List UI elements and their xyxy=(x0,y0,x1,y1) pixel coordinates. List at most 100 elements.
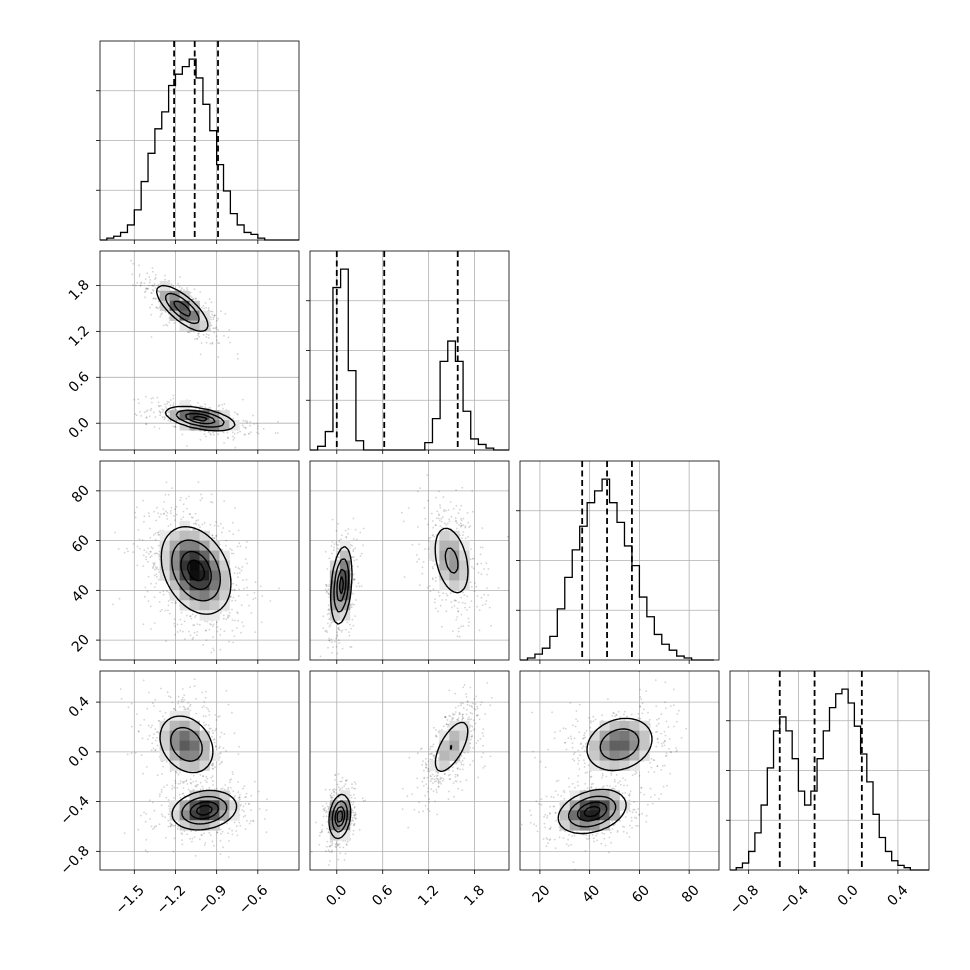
sample-point xyxy=(227,336,230,339)
sample-point xyxy=(182,700,184,703)
sample-point xyxy=(573,751,576,754)
sample-point xyxy=(183,795,186,797)
sample-point xyxy=(326,590,328,593)
sample-point xyxy=(230,778,233,781)
sample-point xyxy=(199,291,202,293)
sample-point xyxy=(327,808,330,811)
sample-point xyxy=(156,506,158,509)
sample-point xyxy=(231,599,234,602)
sample-point xyxy=(337,556,340,559)
sample-point xyxy=(462,517,465,520)
density-cell xyxy=(449,740,460,751)
density-cell xyxy=(189,810,200,821)
sample-point xyxy=(145,410,148,413)
sample-point xyxy=(150,582,153,585)
sample-point xyxy=(147,575,150,578)
sample-point xyxy=(435,735,438,738)
sample-point xyxy=(183,708,186,711)
sample-point xyxy=(219,840,222,842)
sample-point xyxy=(147,724,150,727)
sample-point xyxy=(330,849,333,852)
sample-point xyxy=(449,773,451,776)
sample-point xyxy=(218,747,221,750)
sample-point xyxy=(187,795,190,798)
sample-point xyxy=(416,752,419,755)
sample-point xyxy=(484,713,486,715)
sample-point xyxy=(334,845,337,848)
sample-point xyxy=(424,548,426,550)
sample-point xyxy=(461,759,464,762)
sample-point xyxy=(639,705,642,708)
sample-point xyxy=(476,714,478,717)
sample-point xyxy=(208,714,211,716)
sample-point xyxy=(442,725,445,728)
sample-point xyxy=(470,705,473,707)
sample-point xyxy=(147,547,150,550)
sample-point xyxy=(159,414,162,417)
sample-point xyxy=(153,825,156,828)
sample-point xyxy=(171,701,174,703)
sample-point xyxy=(253,780,256,783)
sample-point xyxy=(211,310,214,313)
sample-point xyxy=(349,623,351,626)
sample-point xyxy=(277,420,279,423)
sample-point xyxy=(227,703,230,706)
sample-point xyxy=(328,608,330,610)
sample-point xyxy=(165,514,168,517)
sample-point xyxy=(204,406,207,409)
sample-point xyxy=(432,790,435,793)
sample-point xyxy=(244,558,247,560)
sample-point xyxy=(462,591,464,594)
sample-point xyxy=(183,780,186,783)
sample-point xyxy=(471,557,474,560)
sample-point xyxy=(184,638,186,640)
sample-point xyxy=(458,713,461,716)
sample-point xyxy=(205,776,208,778)
sample-point xyxy=(475,742,478,744)
sample-point xyxy=(242,398,244,401)
sample-point xyxy=(432,754,435,756)
sample-point xyxy=(223,630,226,633)
sample-point xyxy=(442,496,445,499)
sample-point xyxy=(352,579,355,581)
sample-point xyxy=(127,550,129,553)
sample-point xyxy=(265,831,268,834)
sample-point xyxy=(418,801,420,804)
sample-point xyxy=(467,617,470,620)
sample-point xyxy=(248,822,251,825)
sample-point xyxy=(154,297,157,300)
density-cell xyxy=(189,560,200,571)
sample-point xyxy=(257,432,260,435)
sample-point xyxy=(474,582,476,584)
sample-point xyxy=(193,528,195,531)
sample-point xyxy=(186,833,189,835)
sample-point xyxy=(480,596,483,599)
sample-point xyxy=(195,523,198,526)
sample-point xyxy=(353,816,356,819)
sample-point xyxy=(212,767,215,770)
sample-point xyxy=(158,571,160,573)
sample-point xyxy=(225,750,227,752)
sample-point xyxy=(194,298,197,300)
sample-point xyxy=(477,714,479,716)
sample-point xyxy=(205,629,208,632)
sample-point xyxy=(192,636,195,639)
sample-point xyxy=(482,767,485,769)
sample-point xyxy=(418,584,421,587)
sample-point xyxy=(428,810,431,813)
sample-point xyxy=(353,806,356,809)
sample-point xyxy=(461,601,464,604)
sample-point xyxy=(158,823,161,826)
sample-point xyxy=(153,552,156,555)
sample-point xyxy=(474,722,477,725)
sample-point xyxy=(449,778,452,781)
sample-point xyxy=(656,718,658,721)
sample-point xyxy=(236,627,238,629)
sample-point xyxy=(177,695,180,698)
sample-point xyxy=(221,531,223,534)
sample-point xyxy=(177,700,180,702)
sample-point xyxy=(145,558,148,561)
sample-point xyxy=(328,851,331,853)
sample-point xyxy=(231,773,234,775)
sample-point xyxy=(327,592,330,595)
